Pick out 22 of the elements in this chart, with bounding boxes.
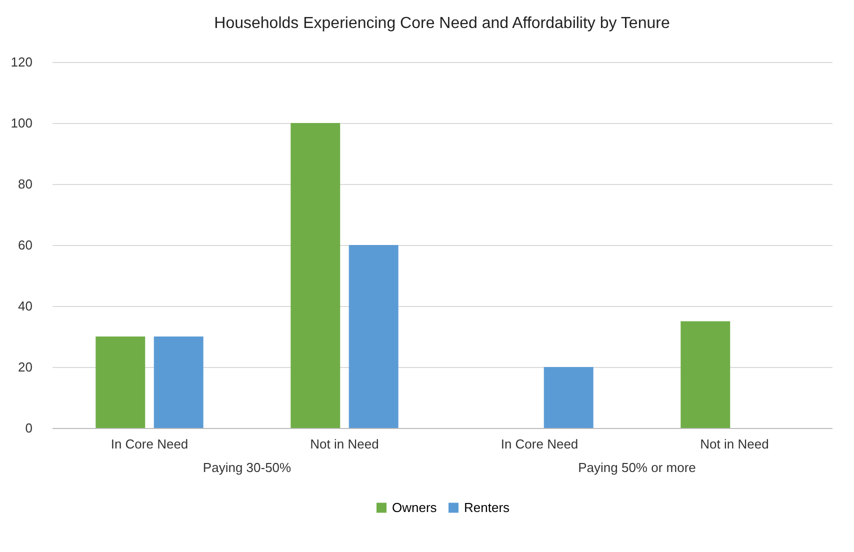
y-tick-label: 120 (10, 54, 32, 70)
x-tick-label: In Core Need (110, 436, 188, 452)
x-tick-label: In Core Need (500, 436, 578, 452)
x-tick-label: Not in Need (310, 436, 379, 452)
y-tick-label: 60 (18, 238, 32, 252)
text: Paying 50% or more (578, 460, 696, 475)
chart-title: Households Experiencing Core Need and Affordability by Tenure (214, 15, 670, 32)
bar (96, 336, 146, 428)
y-tick-label: 0 (25, 420, 32, 436)
legend-label: Renters (464, 500, 510, 515)
legend-label: Owners (392, 500, 438, 515)
y-tick-label: 100 (10, 116, 32, 130)
bar (544, 367, 594, 428)
y-tick-label: 40 (18, 298, 32, 314)
x-tick-label: Not in Need (700, 436, 769, 452)
bar (290, 123, 340, 428)
y-tick-label: 80 (18, 176, 32, 192)
text: Paying 30-50% (202, 460, 292, 475)
bar (154, 336, 204, 428)
bar (680, 321, 730, 428)
y-tick-label: 20 (18, 360, 32, 374)
bar (348, 245, 398, 428)
